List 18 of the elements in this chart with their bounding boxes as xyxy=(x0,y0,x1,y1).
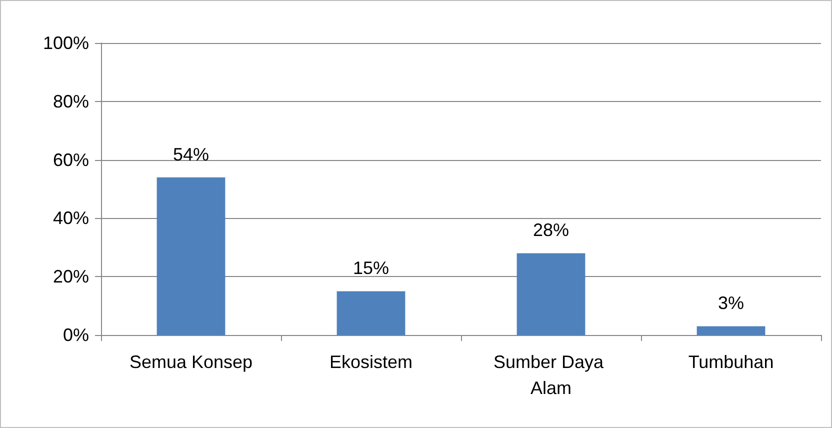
bar xyxy=(336,291,406,335)
bar xyxy=(516,253,586,335)
x-tick-label: Semua Konsep xyxy=(129,352,253,372)
y-tick-label: 0% xyxy=(62,325,89,345)
x-tick-label: Sumber Daya Alam xyxy=(493,352,609,398)
x-tick-label: Ekosistem xyxy=(329,352,413,372)
y-tick-label: 60% xyxy=(52,150,89,170)
data-label: 3% xyxy=(718,293,744,314)
data-label: 54% xyxy=(172,144,210,164)
bar xyxy=(156,177,226,335)
y-tick-label: 80% xyxy=(52,91,89,112)
data-label: 15% xyxy=(352,258,390,278)
x-tick-label: Tumbuhan xyxy=(688,352,774,372)
bar xyxy=(696,326,766,335)
data-label: 28% xyxy=(532,220,570,240)
y-tick-label: 100% xyxy=(42,33,89,53)
y-tick-label: 20% xyxy=(52,266,89,287)
y-tick-label: 40% xyxy=(52,208,89,228)
